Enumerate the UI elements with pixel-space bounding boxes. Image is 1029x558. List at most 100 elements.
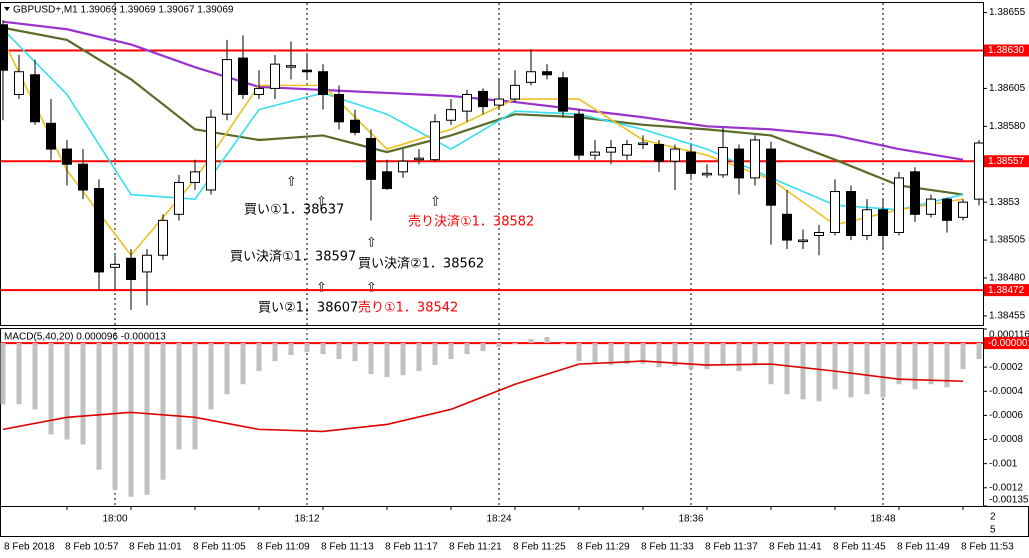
macd-bar	[528, 339, 534, 343]
macd-bar	[96, 342, 102, 470]
macd-bar	[368, 342, 374, 375]
candle-body	[670, 148, 680, 162]
candle-body	[94, 188, 104, 273]
candle-body	[126, 257, 136, 281]
candle-body	[30, 74, 40, 123]
local-time-label: 18:48	[870, 514, 895, 525]
candle-body	[558, 77, 568, 112]
macd-bar	[208, 342, 214, 410]
candle-body	[462, 93, 472, 112]
macd-bar	[544, 336, 550, 343]
candle-body	[494, 98, 504, 106]
candle-body	[606, 147, 616, 153]
macd-bar	[576, 342, 582, 362]
arrows: ⇧ ⇧ ⇧ ⇧ ⇧ ⇧	[286, 173, 441, 294]
time-label: 8 Feb 11:41	[769, 542, 822, 553]
macd-bar	[336, 342, 342, 360]
time-label: 8 Feb 11:17	[385, 542, 438, 553]
arrow: ⇧	[286, 173, 297, 188]
macd-bar	[672, 342, 678, 367]
time-label: 8 Feb 2018	[4, 542, 55, 553]
macd-bar	[752, 342, 758, 366]
candle-body	[318, 71, 328, 95]
candle-body	[526, 71, 536, 83]
arrow: ⇧	[316, 279, 327, 294]
candle-body	[702, 172, 712, 176]
macd-bar	[240, 342, 246, 385]
macd-bar	[144, 342, 150, 495]
candle-body	[846, 191, 856, 237]
candle-body	[382, 171, 392, 190]
macd-bar	[464, 342, 470, 355]
candle-body	[350, 119, 360, 133]
candle-body	[718, 147, 728, 176]
macd-bar	[864, 342, 870, 395]
axis-corner: 2	[990, 512, 996, 523]
candle-body	[398, 160, 408, 173]
candle-body	[958, 201, 968, 218]
macd-bar	[432, 342, 438, 366]
macd-bar	[16, 342, 22, 405]
y-tick-label: 1.38605	[989, 83, 1026, 94]
candle-body	[206, 116, 216, 191]
axis-corner: 5	[990, 525, 996, 536]
candle-body	[238, 57, 248, 95]
macd-bar	[560, 342, 566, 344]
macd-bar	[736, 342, 742, 372]
candle-body	[782, 213, 792, 241]
candle-body	[830, 191, 840, 233]
y-tick-label: -0.0012	[989, 482, 1023, 493]
macd-bar	[688, 342, 694, 370]
macd-bar	[272, 342, 278, 362]
macd-bar	[304, 342, 310, 353]
macd-bar	[480, 342, 486, 352]
arrow: ⇧	[430, 193, 441, 208]
level-label: 1.38630	[988, 45, 1025, 56]
candle-body	[510, 84, 520, 100]
time-label: 8 Feb 11:45	[833, 542, 886, 553]
time-label: 8 Feb 11:49	[897, 542, 950, 553]
candle-body	[174, 181, 184, 215]
time-label: 8 Feb 11:25	[513, 542, 566, 553]
macd-bar	[496, 342, 502, 347]
macd-bar	[624, 342, 630, 365]
macd-bar	[288, 342, 294, 356]
time-label: 8 Feb 11:01	[129, 542, 182, 553]
y-tick-label: -0.001	[989, 458, 1018, 469]
macd-bar	[880, 342, 886, 398]
indicator-line	[2, 28, 964, 211]
macd-bar	[960, 342, 966, 370]
level-box	[984, 44, 1029, 57]
trade-annotation: 買い②1．38607	[258, 301, 358, 316]
macd-bar	[192, 342, 198, 450]
candle-body	[366, 137, 376, 180]
y-tick-label: -0.0008	[989, 434, 1023, 445]
macd-title: MACD(5,40,20) 0.000096 -0.000013	[4, 332, 166, 343]
time-label: 8 Feb 10:57	[65, 542, 119, 553]
time-label: 8 Feb 11:13	[321, 542, 374, 553]
macd-bar	[704, 342, 710, 370]
candle-body	[270, 63, 280, 89]
level-box	[984, 155, 1029, 168]
macd-bar	[944, 342, 950, 388]
time-label: 8 Feb 11:05	[193, 542, 246, 553]
trade-annotation: 売り①1．38542	[358, 300, 458, 316]
candle-body	[142, 254, 152, 273]
candle-body	[542, 71, 552, 76]
macd-bar	[352, 342, 358, 362]
y-tick-label: 1.38580	[989, 121, 1026, 132]
candle-body	[286, 65, 296, 68]
time-label: 8 Feb 11:33	[641, 542, 694, 553]
macd-bar	[928, 342, 934, 385]
menu-triangle	[4, 7, 10, 11]
candle-body	[478, 90, 488, 108]
macd-bar	[112, 342, 118, 490]
candle-body	[798, 239, 808, 243]
macd-bar	[384, 342, 390, 378]
candle-body	[590, 151, 600, 156]
local-time-label: 18:12	[294, 514, 319, 525]
candle-body	[654, 144, 664, 162]
candle-body	[574, 113, 584, 156]
trade-annotation: 売り決済①1．38582	[408, 214, 534, 230]
macd-bar	[128, 342, 134, 497]
